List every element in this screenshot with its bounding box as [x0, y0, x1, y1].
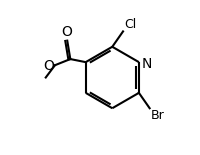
Text: N: N: [142, 57, 152, 71]
Text: O: O: [43, 59, 54, 73]
Text: Br: Br: [150, 109, 164, 122]
Text: Cl: Cl: [124, 18, 136, 31]
Text: O: O: [61, 25, 72, 39]
